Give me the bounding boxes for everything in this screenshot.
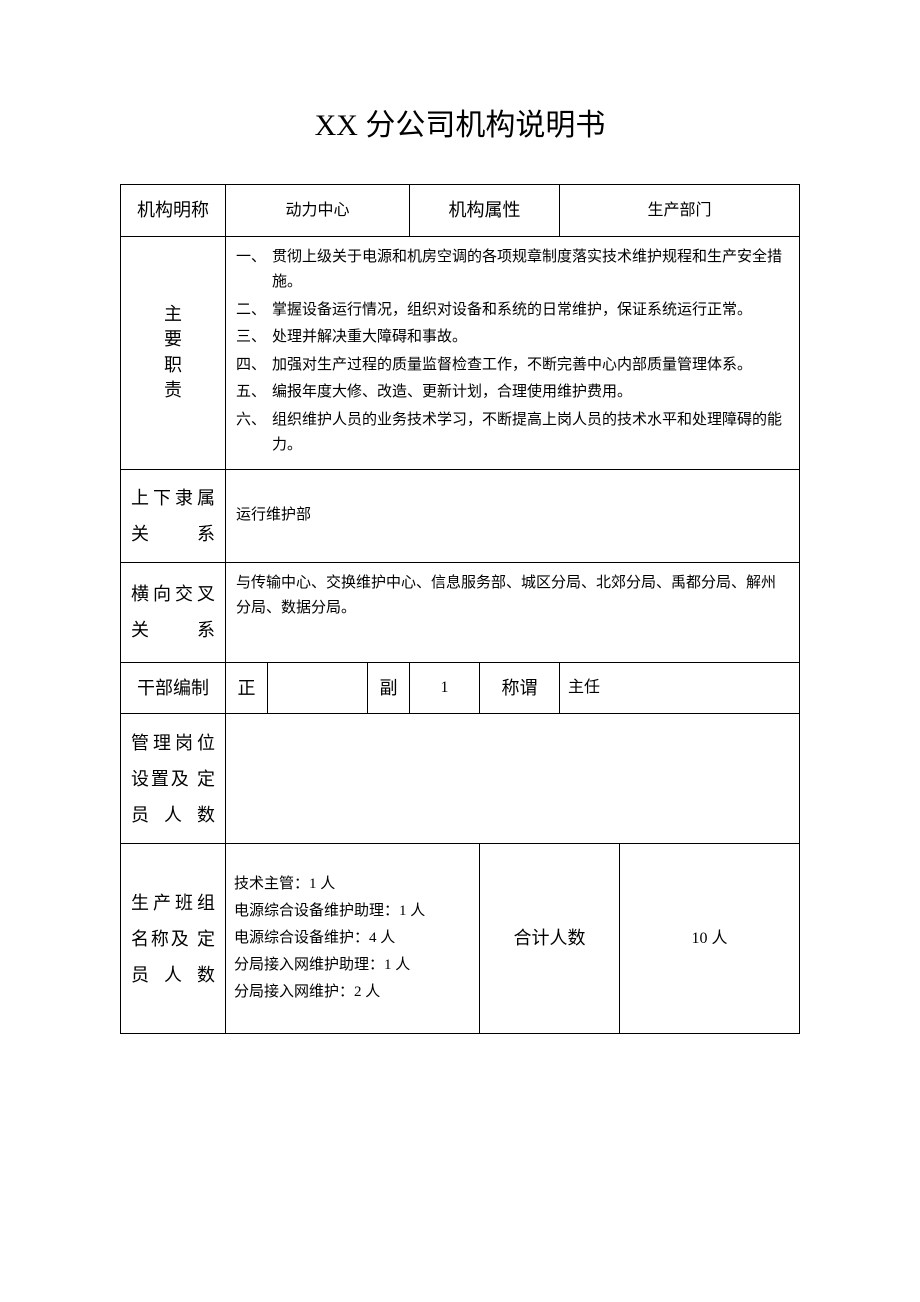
label-org-attr: 机构属性: [410, 185, 560, 237]
value-responsibilities: 一、贯彻上级关于电源和机房空调的各项规章制度落实技术维护规程和生产安全措施。 二…: [226, 236, 800, 469]
label-title: 称谓: [480, 662, 560, 714]
label-mgmt: 管理岗位设置及 定员人数: [121, 714, 226, 844]
value-mgmt: [226, 714, 800, 844]
row-hierarchy: 上下隶属关系 运行维护部: [121, 469, 800, 562]
value-hierarchy: 运行维护部: [226, 469, 800, 562]
document-title: XX 分公司机构说明书: [120, 100, 800, 144]
org-spec-table: 机构明称 动力中心 机构属性 生产部门 主要职责 一、贯彻上级关于电源和机房空调…: [120, 184, 800, 1034]
row-mgmt: 管理岗位设置及 定员人数: [121, 714, 800, 844]
label-responsibilities: 主要职责: [121, 236, 226, 469]
label-org-name: 机构明称: [121, 185, 226, 237]
label-total: 合计人数: [480, 844, 620, 1034]
value-team-list: 技术主管：1 人 电源综合设备维护助理：1 人 电源综合设备维护：4 人 分局接…: [226, 844, 480, 1034]
row-responsibilities: 主要职责 一、贯彻上级关于电源和机房空调的各项规章制度落实技术维护规程和生产安全…: [121, 236, 800, 469]
label-hierarchy: 上下隶属关系: [121, 469, 226, 562]
label-fu: 副: [368, 662, 410, 714]
row-team: 生产班组名称及 定员人数 技术主管：1 人 电源综合设备维护助理：1 人 电源综…: [121, 844, 800, 1034]
value-org-attr: 生产部门: [560, 185, 800, 237]
label-lateral: 横向交叉关系: [121, 562, 226, 662]
label-cadre: 干部编制: [121, 662, 226, 714]
value-lateral: 与传输中心、交换维护中心、信息服务部、城区分局、北郊分局、禹都分局、解州分局、数…: [226, 562, 800, 662]
value-org-name: 动力中心: [226, 185, 410, 237]
label-zheng: 正: [226, 662, 268, 714]
value-zheng: [268, 662, 368, 714]
value-fu: 1: [410, 662, 480, 714]
row-lateral: 横向交叉关系 与传输中心、交换维护中心、信息服务部、城区分局、北郊分局、禹都分局…: [121, 562, 800, 662]
row-cadre: 干部编制 正 副 1 称谓 主任: [121, 662, 800, 714]
value-total: 10 人: [620, 844, 800, 1034]
label-team: 生产班组名称及 定员人数: [121, 844, 226, 1034]
row-org-name: 机构明称 动力中心 机构属性 生产部门: [121, 185, 800, 237]
value-title: 主任: [560, 662, 800, 714]
